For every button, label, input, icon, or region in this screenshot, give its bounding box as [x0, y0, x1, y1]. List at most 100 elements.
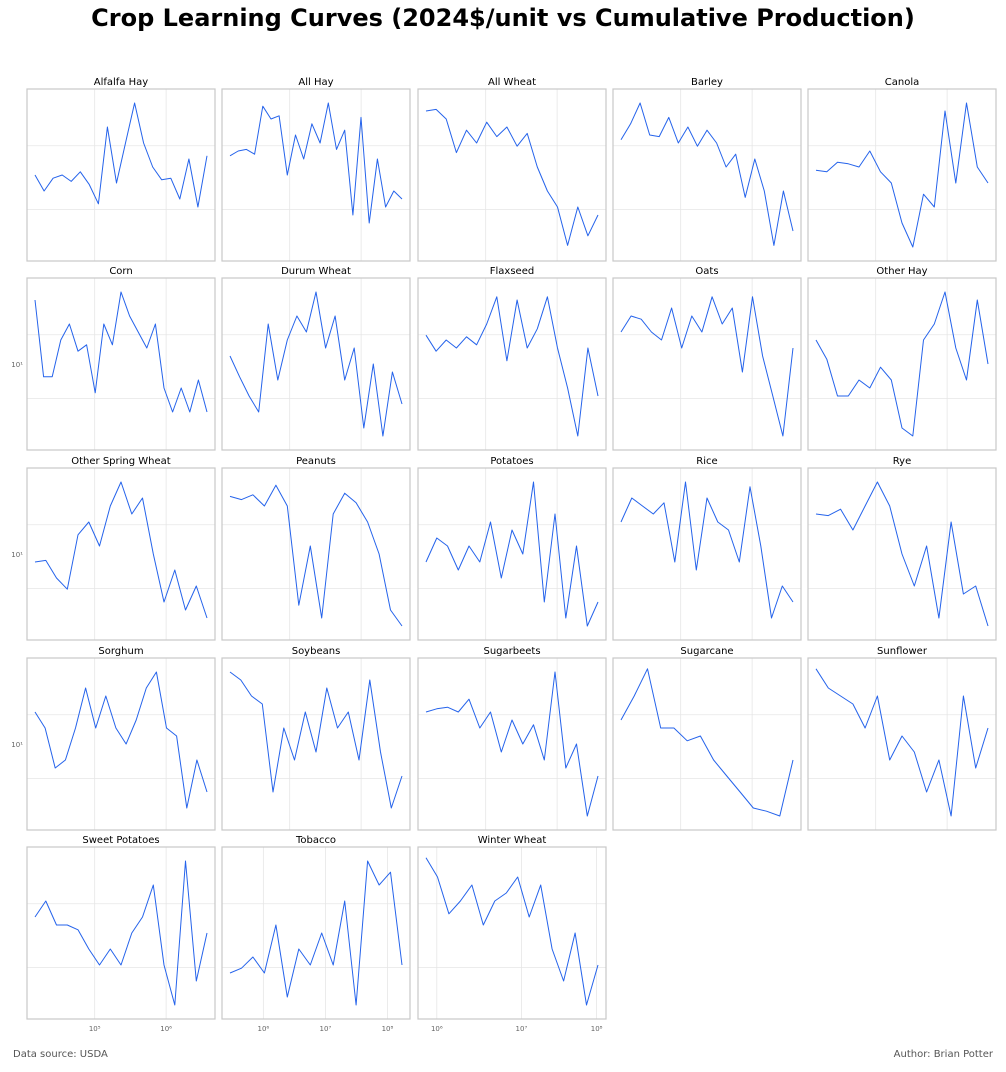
panel-tobacco: Tobacco 10⁶ 10⁷ 10⁸ [221, 835, 411, 1033]
series-line-soybeans [229, 671, 403, 809]
series-line-sugarbeets [425, 671, 599, 817]
panel-title: Sunflower [877, 646, 928, 657]
panel-all-hay: All Hay [221, 77, 411, 262]
y-tick-label: 10¹ [11, 551, 23, 559]
panel-sugarbeets: Sugarbeets [417, 646, 607, 831]
panel-title: Winter Wheat [478, 835, 547, 846]
panel-title: Canola [885, 77, 919, 88]
panel-frame [612, 657, 802, 831]
panel-soybeans: Soybeans [221, 646, 411, 831]
panel-frame [26, 467, 216, 641]
series-line-sorghum [34, 671, 208, 809]
panel-rice: Rice [612, 456, 802, 641]
panel-sweet-potatoes: Sweet Potatoes 10⁵ 10⁶ [26, 835, 216, 1033]
series-line-other-hay [815, 291, 989, 437]
series-line-rye [815, 481, 989, 627]
series-line-rice [620, 481, 794, 619]
panel-title: Sorghum [98, 646, 143, 657]
series-line-sugarcane [620, 668, 794, 817]
x-tick-label: 10⁸ [591, 1025, 603, 1033]
panel-title: Corn [109, 266, 132, 277]
panel-frame [221, 467, 411, 641]
panel-frame [221, 657, 411, 831]
data-source-note: Data source: USDA [13, 1049, 108, 1060]
x-tick-label: 10⁶ [258, 1025, 270, 1033]
panel-title: Oats [695, 266, 718, 277]
panel-potatoes: Potatoes [417, 456, 607, 641]
panel-canola: Canola [807, 77, 997, 262]
y-tick-label: 10¹ [11, 741, 23, 749]
panel-frame [807, 277, 997, 451]
series-line-other-spring-wheat [34, 481, 208, 619]
x-tick-label: 10⁵ [89, 1025, 101, 1033]
series-line-sunflower [815, 668, 989, 817]
x-tick-label: 10⁶ [160, 1025, 172, 1033]
author-note: Author: Brian Potter [893, 1049, 993, 1060]
series-line-corn [34, 291, 208, 413]
series-line-durum-wheat [229, 291, 403, 437]
panel-title: Barley [691, 77, 723, 88]
panel-durum-wheat: Durum Wheat [221, 266, 411, 451]
x-tick-label: 10⁷ [320, 1025, 332, 1033]
series-line-winter-wheat [425, 857, 599, 1006]
panel-winter-wheat: Winter Wheat 10⁶ 10⁷ 10⁸ [417, 835, 607, 1033]
panel-frame [807, 657, 997, 831]
panel-frame [221, 88, 411, 262]
panel-frame [26, 277, 216, 451]
panel-corn: Corn 10¹ [11, 266, 216, 451]
panel-title: Sugarcane [680, 646, 733, 657]
y-tick-label: 10¹ [11, 361, 23, 369]
panel-title: Flaxseed [490, 266, 534, 277]
panel-frame [221, 277, 411, 451]
panel-sunflower: Sunflower [807, 646, 997, 831]
panel-title: Rye [893, 456, 911, 467]
panel-title: All Wheat [488, 77, 536, 88]
series-line-flaxseed [425, 296, 599, 437]
series-line-barley [620, 102, 794, 246]
chart-title: Crop Learning Curves (2024$/unit vs Cumu… [91, 4, 915, 32]
panel-peanuts: Peanuts [221, 456, 411, 641]
panel-title: Other Spring Wheat [71, 456, 171, 467]
series-line-potatoes [425, 481, 599, 627]
panel-alfalfa-hay: Alfalfa Hay [26, 77, 216, 262]
series-line-canola [815, 102, 989, 248]
panel-frame [221, 846, 411, 1020]
panel-sugarcane: Sugarcane [612, 646, 802, 831]
panel-title: Soybeans [292, 646, 341, 657]
panel-title: Durum Wheat [281, 266, 351, 277]
panel-frame [26, 88, 216, 262]
panel-rye: Rye [807, 456, 997, 641]
panel-title: Alfalfa Hay [94, 77, 149, 88]
panel-title: Potatoes [490, 456, 533, 467]
panel-frame [807, 88, 997, 262]
panel-frame [417, 277, 607, 451]
panel-flaxseed: Flaxseed [417, 266, 607, 451]
panel-frame [417, 846, 607, 1020]
panel-title: Sugarbeets [483, 646, 540, 657]
series-line-alfalfa-hay [34, 102, 208, 208]
panel-other-spring-wheat: Other Spring Wheat 10¹ [11, 456, 216, 641]
panel-barley: Barley [612, 77, 802, 262]
x-tick-label: 10⁸ [382, 1025, 394, 1033]
panel-frame [26, 657, 216, 831]
panel-title: Other Hay [876, 266, 927, 277]
series-line-oats [620, 296, 794, 437]
series-line-all-wheat [425, 108, 599, 246]
series-line-sweet-potatoes [34, 860, 208, 1006]
panel-oats: Oats [612, 266, 802, 451]
panel-frame [612, 88, 802, 262]
x-tick-label: 10⁶ [431, 1025, 443, 1033]
series-line-all-hay [229, 102, 403, 224]
panel-frame [612, 277, 802, 451]
panel-sorghum: Sorghum 10¹ [11, 646, 216, 831]
panel-frame [417, 88, 607, 262]
series-line-tobacco [229, 860, 403, 1006]
x-tick-label: 10⁷ [516, 1025, 528, 1033]
panel-title: Tobacco [295, 835, 336, 846]
panel-title: All Hay [298, 77, 333, 88]
panel-frame [417, 467, 607, 641]
panel-title: Rice [696, 456, 717, 467]
series-line-peanuts [229, 484, 403, 627]
panel-frame [612, 467, 802, 641]
